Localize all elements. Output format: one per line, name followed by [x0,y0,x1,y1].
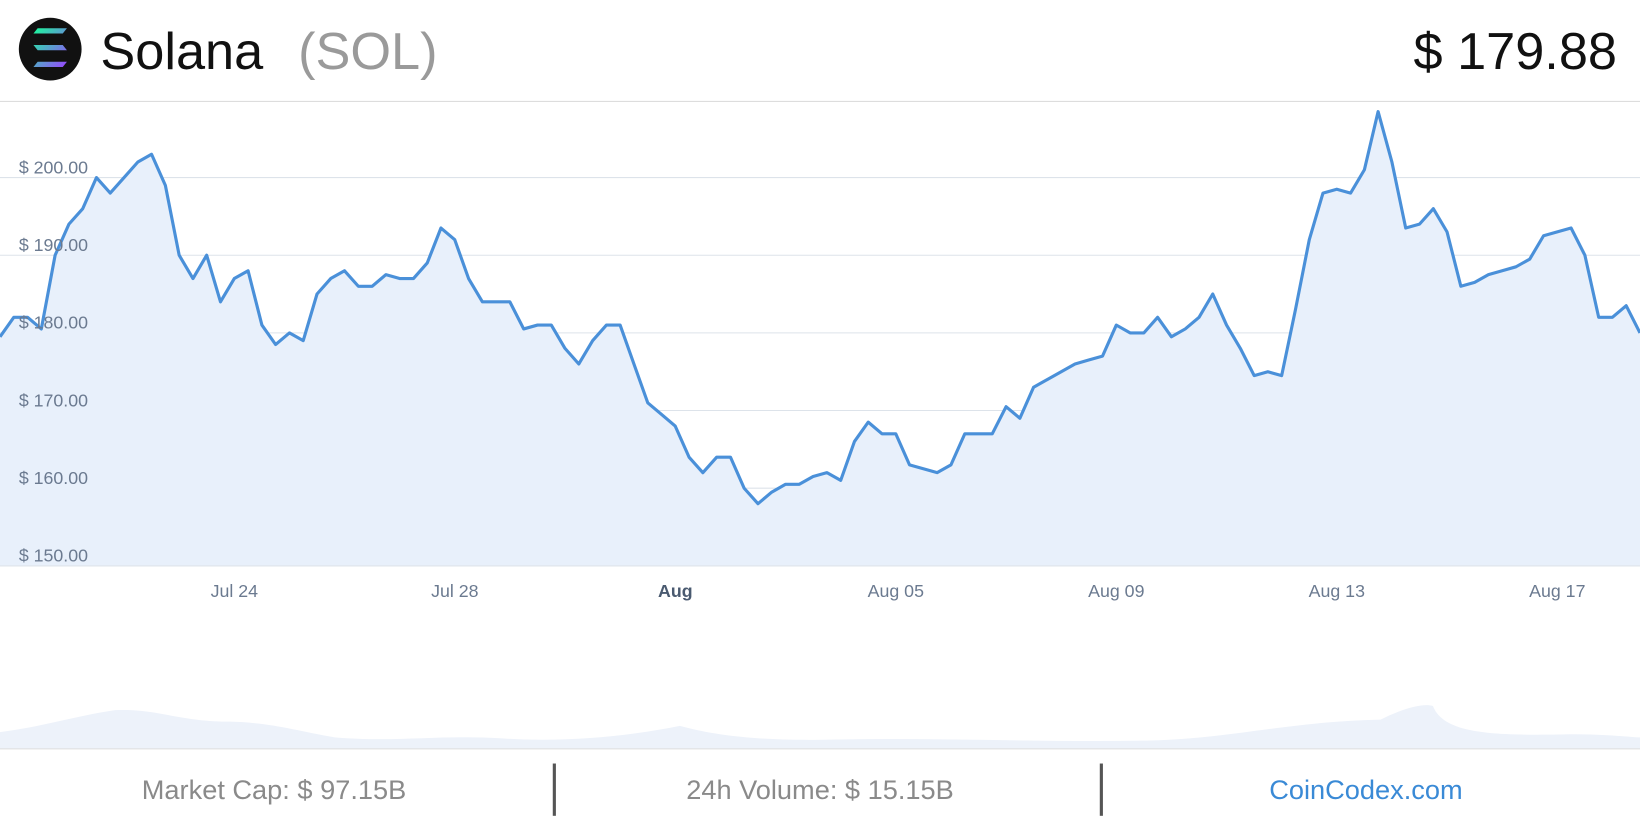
logo [18,17,82,81]
y-tick-label: $ 190.00 [19,235,88,255]
x-tick-label: Aug 09 [1088,581,1144,601]
y-tick-label: $ 160.00 [19,468,88,488]
source-link[interactable]: CoinCodex.com [1269,774,1462,805]
plot: $ 150.00 $ 160.00 $ 170.00 $ 180.00 $ 190.00… [0,110,1640,601]
coin-name: Solana [100,23,264,81]
x-tick-label: Aug [658,581,693,601]
y-tick-label: $ 150.00 [19,546,88,566]
coin-symbol: (SOL) [298,23,437,81]
market-cap: Market Cap: $ 97.15B [142,774,406,805]
x-tick-label: Aug 13 [1309,581,1365,601]
volume-24h: 24h Volume: $ 15.15B [686,774,954,805]
y-tick-label: $ 180.00 [19,313,88,333]
x-tick-label: Jul 24 [211,581,259,601]
price-line [0,110,1640,506]
area-fill [0,111,1640,566]
y-tick-label: $ 170.00 [19,390,88,410]
y-tick-label: $ 200.00 [19,157,88,177]
volume-area [0,705,1640,749]
x-tick-label: Aug 05 [868,581,924,601]
x-tick-label: Jul 28 [431,581,479,601]
x-tick-label: Aug 17 [1529,581,1585,601]
price: $ 179.88 [1413,23,1617,81]
